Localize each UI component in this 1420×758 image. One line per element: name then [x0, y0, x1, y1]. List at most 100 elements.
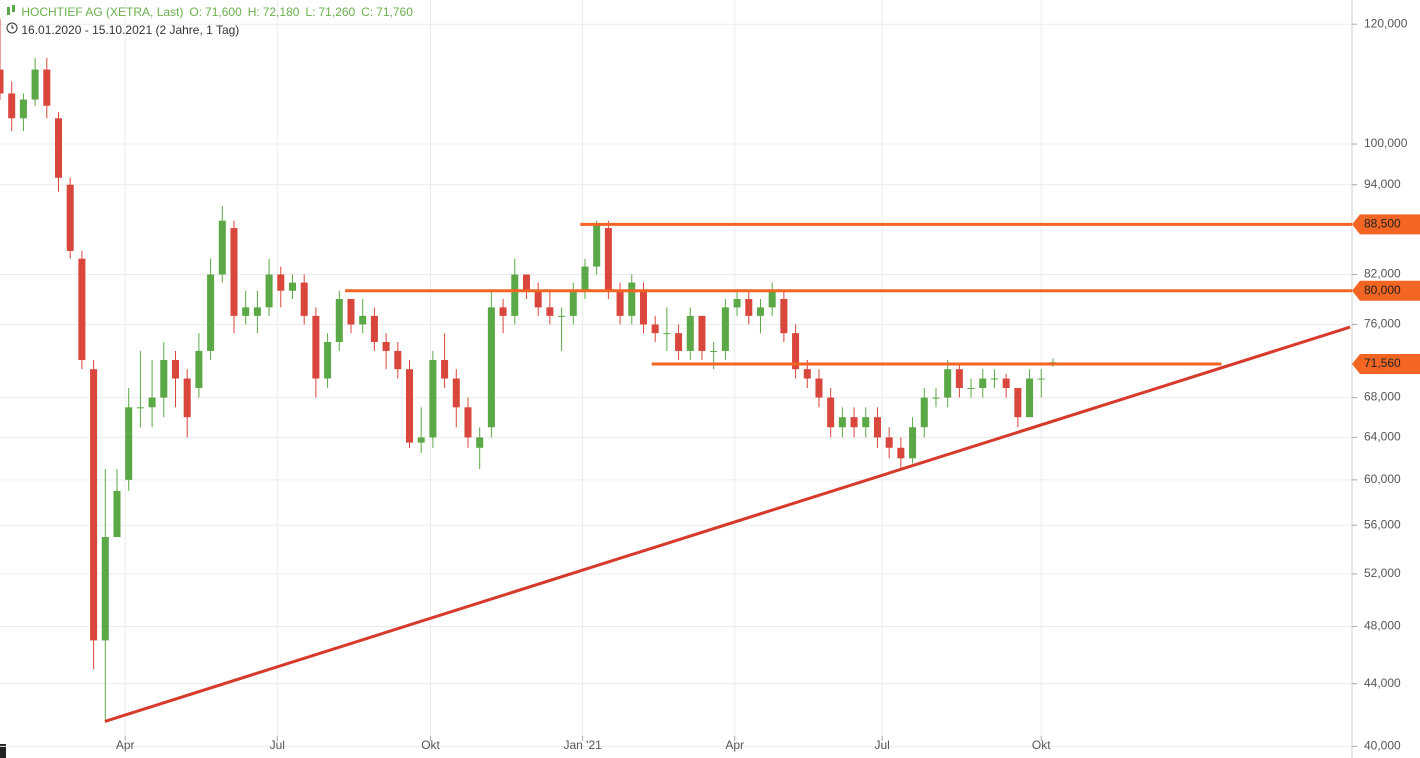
candle-body	[90, 369, 98, 641]
y-tick-label: 64,000	[1364, 430, 1401, 444]
price-tag-label: 71,560	[1364, 356, 1401, 370]
candle-icon	[7, 5, 15, 15]
grid	[0, 0, 1352, 747]
trend-line	[104, 325, 1351, 723]
candle-body	[207, 274, 215, 351]
x-tick-label: Jul	[270, 738, 285, 752]
candle-body	[370, 315, 378, 342]
price-tag-label: 80,000	[1364, 283, 1401, 297]
header: HOCHTIEF AG (XETRA, Last) O: 71,600 H: 72,18…	[6, 3, 425, 39]
quote-key: L:	[305, 5, 316, 19]
candle-body	[160, 360, 168, 398]
candle-body	[792, 333, 800, 370]
candle-body	[663, 333, 671, 335]
candle-body	[300, 282, 308, 316]
candle-body	[522, 274, 530, 291]
candle-body	[382, 341, 390, 351]
candle-body	[604, 228, 612, 291]
quote-key: O:	[189, 5, 203, 19]
candle-body	[628, 282, 636, 316]
y-tick-label: 68,000	[1364, 390, 1401, 404]
price-tag	[1352, 214, 1420, 235]
candle-body	[569, 290, 577, 316]
candle-body	[125, 407, 133, 480]
candle-body	[979, 378, 987, 388]
chart-title: HOCHTIEF AG (XETRA, Last)	[21, 5, 184, 19]
candle-body	[897, 447, 905, 459]
candle-body	[359, 315, 367, 325]
price-tag	[1352, 354, 1420, 375]
candle-body	[593, 224, 601, 267]
candle-body	[452, 378, 460, 408]
candle-body	[616, 290, 624, 316]
candle-body	[183, 378, 191, 418]
candle-body	[136, 407, 144, 409]
candle-body	[581, 266, 589, 291]
candle-body	[31, 69, 39, 100]
y-tick-label: 56,000	[1364, 517, 1401, 531]
candle-body	[101, 537, 109, 641]
x-tick-label: Apr	[116, 738, 135, 752]
x-tick-label: Jan '21	[563, 738, 602, 752]
subtitle-row: 16.01.2020 - 15.10.2021 (2 Jahre, 1 Tag)	[6, 21, 425, 39]
quote-value: 71,760	[376, 5, 413, 19]
quote-value: 72,180	[262, 5, 300, 19]
x-tick-label: Okt	[421, 738, 440, 752]
candle-body	[324, 341, 332, 379]
candle-body	[511, 274, 519, 316]
x-tick-label: Apr	[725, 738, 744, 752]
y-tick-label: 60,000	[1364, 472, 1401, 486]
candle-body	[464, 407, 472, 438]
price-tag	[1352, 280, 1420, 301]
candle-body	[686, 315, 694, 351]
candle-body	[499, 307, 507, 316]
candle-body	[417, 437, 425, 443]
candle-body	[651, 324, 659, 334]
candle-body	[54, 118, 63, 178]
candle-body	[944, 369, 952, 398]
y-tick-label: 40,000	[1364, 739, 1401, 753]
candle-body	[710, 350, 718, 352]
candle-body	[827, 397, 835, 428]
y-tick-label: 120,000	[1364, 16, 1408, 30]
candle-body	[932, 397, 940, 399]
corner-marker	[0, 744, 6, 758]
candle-body	[43, 69, 51, 106]
candle-body	[441, 360, 449, 379]
candle-body	[347, 299, 355, 325]
clock-icon	[6, 22, 18, 34]
candle-body	[534, 290, 542, 308]
quote-key: C:	[361, 5, 374, 19]
candle-body	[920, 397, 928, 428]
candle-body	[862, 417, 870, 428]
y-tick-label: 44,000	[1364, 676, 1401, 690]
candle-body	[265, 274, 273, 308]
quote-value: 71,600	[205, 5, 242, 19]
candle-body	[19, 99, 27, 119]
candle-body	[288, 282, 296, 291]
candle-body	[873, 417, 881, 438]
candle-body	[476, 437, 484, 448]
candle-body	[815, 378, 823, 398]
candle-body	[990, 378, 998, 380]
candle-body	[218, 220, 226, 275]
candle-body	[698, 315, 706, 351]
y-tick-label: 82,000	[1364, 267, 1401, 281]
candle-body	[148, 397, 156, 408]
candle-body	[955, 369, 963, 388]
price-tag-label: 88,500	[1364, 217, 1401, 231]
candle-body	[745, 299, 753, 316]
candle-body	[230, 228, 238, 316]
candle-body	[66, 184, 74, 251]
y-tick-label: 100,000	[1364, 136, 1408, 150]
candle-body	[171, 360, 180, 379]
candle-body	[78, 258, 86, 361]
quote-key: H:	[247, 5, 260, 19]
candle-body	[803, 369, 811, 379]
candle-body	[242, 307, 250, 316]
candle-body	[1014, 387, 1022, 418]
x-tick-label: Jul	[874, 738, 889, 752]
candle-body	[277, 274, 285, 291]
candle-body	[335, 299, 343, 342]
